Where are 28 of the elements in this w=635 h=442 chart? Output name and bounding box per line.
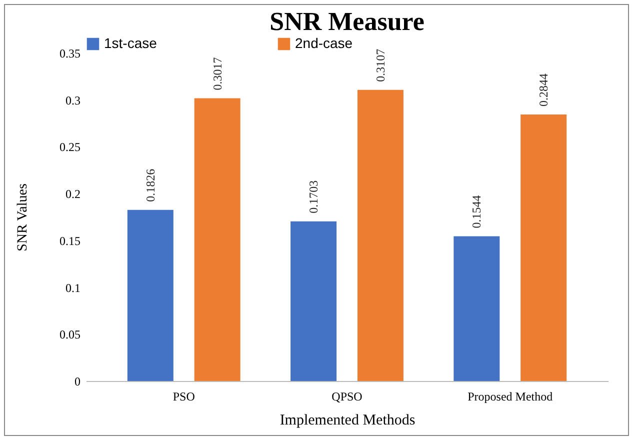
y-tick-label: 0 [74,374,80,388]
y-tick-label: 0.05 [60,328,80,342]
data-label: 0.1826 [143,168,158,202]
data-label: 0.1544 [470,195,484,228]
y-tick-label: 0.35 [60,46,80,60]
legend-label: 2nd-case [295,35,353,51]
x-tick-label: PSO [172,390,196,404]
data-label: 0.1703 [306,180,321,214]
y-tick-label: 0.15 [60,234,80,248]
bar [520,114,567,381]
legend-label: 1st-case [104,35,158,51]
bar [454,236,500,381]
bar [194,98,240,381]
y-tick-label: 0.2 [66,187,80,202]
bar [290,221,337,381]
y-tick-label: 0.25 [60,140,80,154]
y-tick-label: 0.1 [66,280,80,295]
bar [127,210,174,381]
x-tick-label: QPSO [332,390,363,404]
x-axis-title: Implemented Methods [280,412,416,428]
data-label: 0.3107 [373,48,388,82]
bar [357,90,404,381]
data-label: 0.3017 [210,57,224,90]
y-tick-label: 0.3 [66,93,80,108]
y-axis-title: SNR Values [16,184,30,252]
chart-title: SNR Measure [270,7,424,36]
x-tick-label: Proposed Method [468,390,553,404]
data-label: 0.2844 [536,73,551,106]
